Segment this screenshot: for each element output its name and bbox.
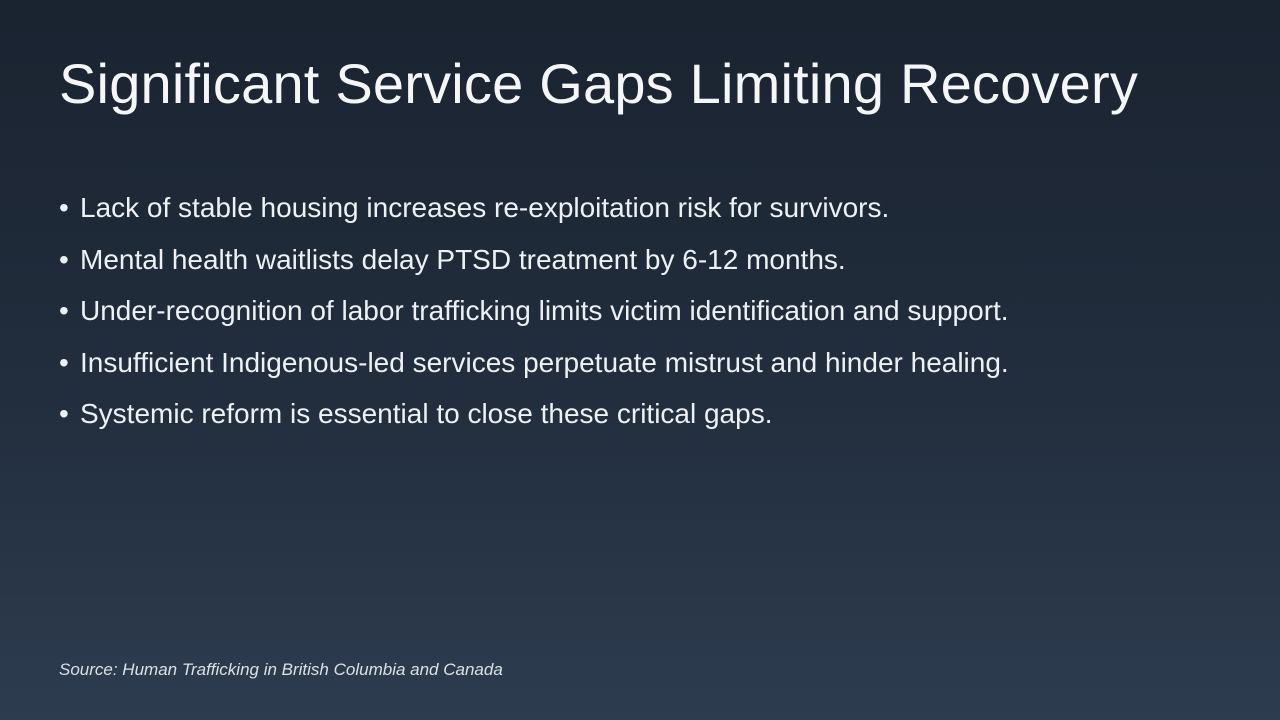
bullet-item: Insufficient Indigenous-led services per… <box>59 337 1199 389</box>
source-citation: Source: Human Trafficking in British Col… <box>59 660 503 679</box>
bullet-item: Systemic reform is essential to close th… <box>59 388 1199 440</box>
bullet-list: Lack of stable housing increases re-expl… <box>59 182 1199 440</box>
bullet-item: Under-recognition of labor trafficking l… <box>59 285 1199 337</box>
slide-title: Significant Service Gaps Limiting Recove… <box>59 52 1139 115</box>
bullet-item: Mental health waitlists delay PTSD treat… <box>59 234 1199 286</box>
bullet-item: Lack of stable housing increases re-expl… <box>59 182 1199 234</box>
